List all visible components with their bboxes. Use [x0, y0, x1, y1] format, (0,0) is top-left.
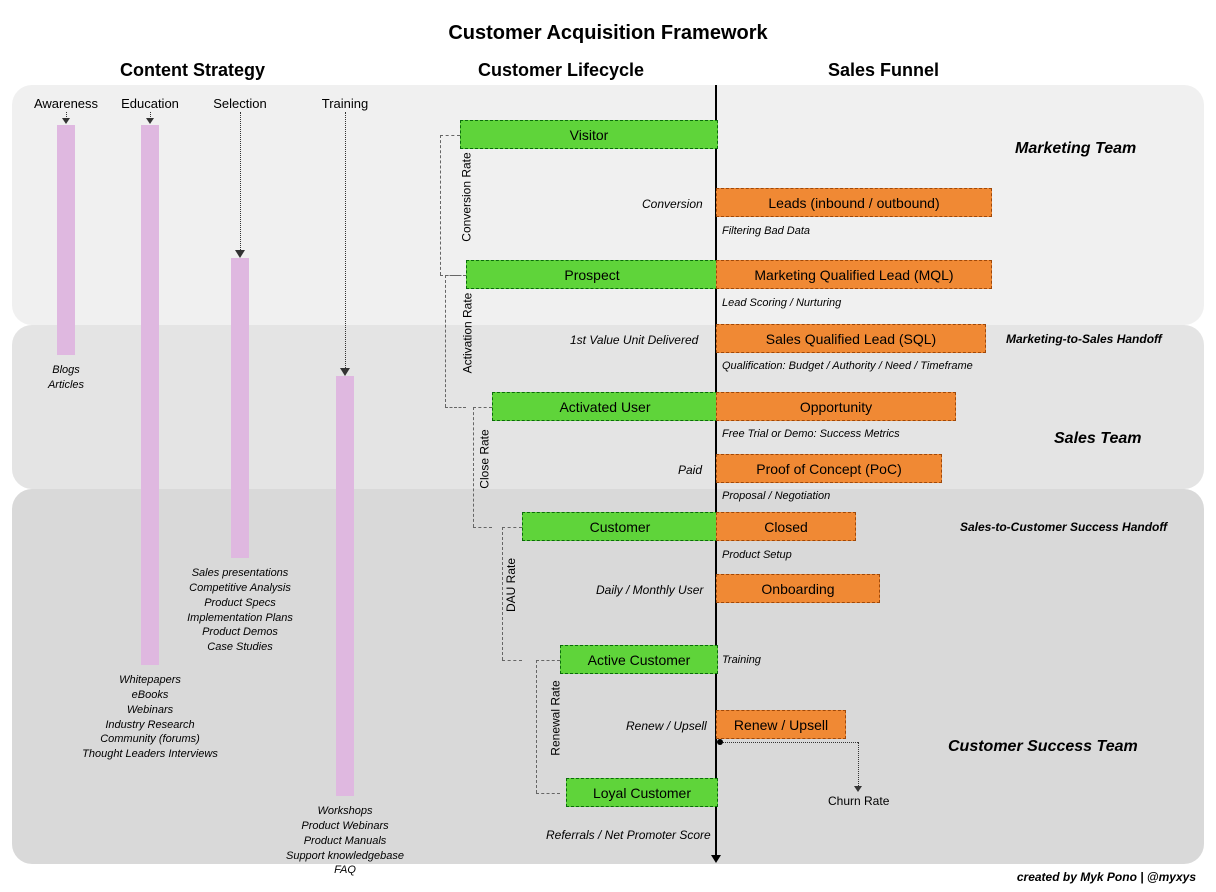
section-customer-lifecycle: Customer Lifecycle [478, 60, 644, 81]
credit-text: created by Myk Pono | @myxys [1017, 870, 1196, 884]
content-col-arrow [62, 118, 70, 124]
rate-bracket [445, 407, 466, 408]
rate-bracket [502, 527, 503, 660]
rate-bracket [473, 407, 492, 408]
content-col-connector [240, 112, 241, 252]
lifecycle-stage: Active Customer [560, 645, 718, 674]
content-col-items: WhitepaperseBooksWebinarsIndustry Resear… [82, 673, 218, 762]
content-col-arrow [340, 368, 350, 376]
funnel-subtext: Lead Scoring / Nurturing [722, 297, 841, 309]
section-sales-funnel: Sales Funnel [828, 60, 939, 81]
lifecycle-transition-label: 1st Value Unit Delivered [570, 333, 698, 347]
rate-label: DAU Rate [504, 558, 518, 612]
content-col-arrow [235, 250, 245, 258]
funnel-stage: Closed [716, 512, 856, 541]
churn-connector [720, 742, 858, 743]
team-label: Sales Team [1054, 430, 1141, 448]
rate-bracket [473, 527, 492, 528]
rate-label: Renewal Rate [549, 680, 563, 755]
rate-bracket [536, 660, 560, 661]
content-col-items: WorkshopsProduct WebinarsProduct Manuals… [286, 804, 404, 878]
lifecycle-stage: Customer [522, 512, 718, 541]
content-col-bar [336, 376, 354, 796]
content-col-connector [345, 112, 346, 370]
funnel-subtext: Proposal / Negotiation [722, 490, 830, 502]
funnel-stage: Proof of Concept (PoC) [716, 454, 942, 483]
lifecycle-transition-label: Conversion [642, 197, 703, 211]
content-col-label: Training [322, 96, 368, 111]
rate-bracket [502, 527, 522, 528]
central-axis-arrow [711, 855, 721, 863]
content-col-label: Education [121, 96, 179, 111]
funnel-stage: Sales Qualified Lead (SQL) [716, 324, 986, 353]
funnel-subtext: Filtering Bad Data [722, 225, 810, 237]
rate-bracket [445, 275, 446, 407]
lifecycle-stage: Prospect [466, 260, 718, 289]
content-col-arrow [146, 118, 154, 124]
content-col-bar [141, 125, 159, 665]
rate-label: Conversion Rate [460, 152, 474, 241]
section-content-strategy: Content Strategy [120, 60, 265, 81]
content-col-bar [231, 258, 249, 558]
rate-bracket [473, 407, 474, 527]
rate-bracket [536, 793, 560, 794]
content-col-items: Sales presentationsCompetitive AnalysisP… [187, 566, 293, 655]
churn-connector [858, 742, 859, 786]
lifecycle-stage: Visitor [460, 120, 718, 149]
main-title: Customer Acquisition Framework [0, 22, 1216, 45]
content-col-label: Awareness [34, 96, 98, 111]
funnel-subtext: Training [722, 654, 761, 666]
lifecycle-transition-label: Daily / Monthly User [596, 583, 703, 597]
funnel-subtext: Qualification: Budget / Authority / Need… [722, 360, 973, 372]
rate-bracket [440, 135, 441, 275]
funnel-stage: Leads (inbound / outbound) [716, 188, 992, 217]
funnel-stage: Onboarding [716, 574, 880, 603]
funnel-stage: Marketing Qualified Lead (MQL) [716, 260, 992, 289]
lifecycle-transition-label: Referrals / Net Promoter Score [546, 828, 711, 842]
rate-bracket [445, 275, 466, 276]
team-label: Customer Success Team [948, 738, 1138, 756]
team-label: Marketing Team [1015, 140, 1136, 158]
rate-bracket [440, 135, 460, 136]
lifecycle-stage: Activated User [492, 392, 718, 421]
funnel-stage: Opportunity [716, 392, 956, 421]
lifecycle-transition-label: Paid [678, 463, 702, 477]
handoff-label: Marketing-to-Sales Handoff [1006, 332, 1162, 346]
rate-bracket [502, 660, 522, 661]
rate-bracket [536, 660, 537, 793]
rate-label: Activation Rate [460, 293, 474, 374]
lifecycle-stage: Loyal Customer [566, 778, 718, 807]
lifecycle-transition-label: Renew / Upsell [626, 719, 707, 733]
content-col-items: BlogsArticles [48, 363, 84, 393]
funnel-stage: Renew / Upsell [716, 710, 846, 739]
funnel-subtext: Free Trial or Demo: Success Metrics [722, 428, 900, 440]
handoff-label: Sales-to-Customer Success Handoff [960, 520, 1167, 534]
churn-label: Churn Rate [828, 794, 889, 808]
content-col-label: Selection [213, 96, 266, 111]
funnel-subtext: Product Setup [722, 549, 792, 561]
churn-arrow [854, 786, 862, 792]
churn-dot [717, 739, 723, 745]
rate-label: Close Rate [478, 429, 492, 488]
content-col-bar [57, 125, 75, 355]
